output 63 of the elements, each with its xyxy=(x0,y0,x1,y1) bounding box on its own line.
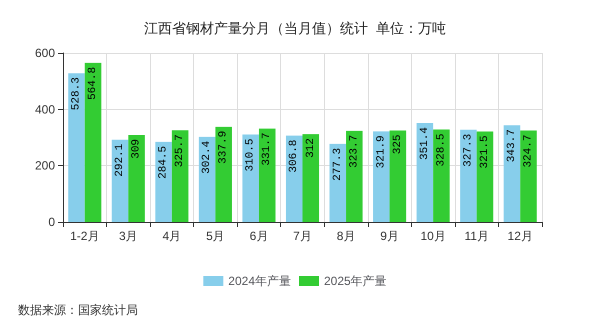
data-label: 312 xyxy=(304,138,317,158)
x-tick-label: 9月 xyxy=(380,229,399,243)
x-tick-label: 7月 xyxy=(293,229,312,243)
x-tick-label: 8月 xyxy=(336,229,356,243)
x-tick-label: 10月 xyxy=(420,229,446,243)
bar xyxy=(302,134,320,222)
data-label: 343.7 xyxy=(506,129,518,162)
x-tick-label: 3月 xyxy=(118,229,138,243)
bar xyxy=(84,62,102,222)
bar xyxy=(520,130,537,222)
data-label: 528.3 xyxy=(70,77,82,110)
bar xyxy=(112,140,128,222)
bar xyxy=(242,134,259,222)
bar xyxy=(68,73,85,222)
data-label: 564.8 xyxy=(87,66,100,100)
x-tick-label: 4月 xyxy=(162,229,182,243)
x-tick-label: 12月 xyxy=(508,229,533,243)
y-tick-label: 0 xyxy=(48,215,56,229)
bar xyxy=(330,144,346,222)
data-label: 327.3 xyxy=(462,134,474,167)
y-tick-label: 200 xyxy=(34,158,56,173)
bar xyxy=(258,128,276,222)
legend-label: 2025年产量 xyxy=(324,274,387,288)
data-label: 310.5 xyxy=(244,138,257,172)
bar xyxy=(128,134,145,222)
data-label: 284.5 xyxy=(158,146,170,179)
bar xyxy=(390,130,406,222)
bar xyxy=(215,126,232,222)
bar xyxy=(504,125,520,222)
data-label: 306.8 xyxy=(288,140,300,173)
bar xyxy=(286,136,302,222)
y-tick-label: 600 xyxy=(34,46,56,60)
source-note: 数据来源：国家统计局 xyxy=(18,303,138,317)
data-label: 331.7 xyxy=(261,132,274,166)
data-label: 337.9 xyxy=(218,130,230,164)
data-label: 292.1 xyxy=(114,143,126,177)
data-label: 325 xyxy=(392,134,404,154)
bar xyxy=(460,130,477,222)
data-label: 309 xyxy=(130,138,143,159)
bar xyxy=(373,131,390,222)
bar xyxy=(155,142,172,222)
bar xyxy=(198,136,216,222)
data-label: 277.3 xyxy=(332,148,344,181)
data-label: 302.4 xyxy=(201,140,214,174)
x-tick-label: 1-2月 xyxy=(70,229,100,243)
data-label: 323.7 xyxy=(348,134,360,168)
chart-title: 江西省钢材产量分月（当月值）统计 单位：万吨 xyxy=(144,20,446,36)
bar xyxy=(172,130,188,222)
data-label: 321.5 xyxy=(478,135,491,168)
data-label: 325.7 xyxy=(174,134,186,168)
x-tick-label: 11月 xyxy=(464,229,489,243)
data-label: 351.4 xyxy=(418,126,431,160)
x-tick-label: 5月 xyxy=(206,229,225,243)
data-label: 324.7 xyxy=(522,134,534,168)
data-label: 321.9 xyxy=(375,135,388,168)
x-tick-label: 6月 xyxy=(250,229,268,243)
legend-label: 2024年产量 xyxy=(228,274,292,288)
bar xyxy=(476,131,494,222)
bar xyxy=(346,130,363,222)
y-tick-label: 400 xyxy=(34,102,56,116)
data-label: 328.5 xyxy=(435,133,448,166)
bar xyxy=(433,129,450,222)
bar xyxy=(416,123,434,222)
